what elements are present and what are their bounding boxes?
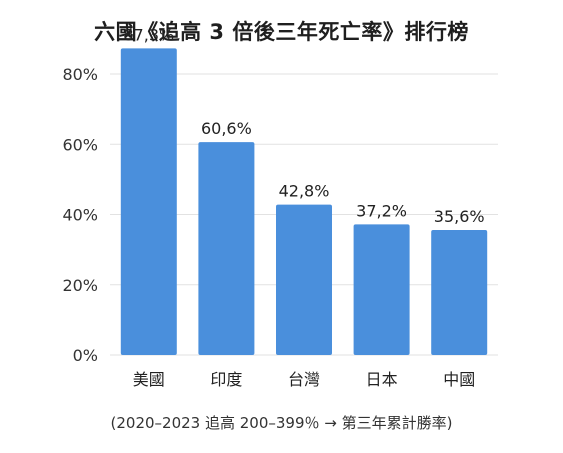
x-category-label: 美國 — [133, 370, 165, 389]
data-label: 37,2% — [356, 201, 407, 220]
bar — [431, 229, 488, 355]
y-tick-label: 80% — [62, 65, 98, 84]
x-category-label: 印度 — [210, 370, 242, 389]
y-tick-label: 40% — [62, 206, 98, 225]
chart-footnote: (2020–2023 追高 200–399％ → 第三年累計勝率) — [110, 414, 453, 432]
y-tick-label: 0% — [73, 346, 98, 365]
bar — [198, 142, 255, 355]
data-label: 60,6% — [201, 119, 252, 138]
y-tick-label: 20% — [62, 276, 98, 295]
data-label: 35,6% — [434, 207, 485, 226]
x-category-label: 日本 — [366, 370, 398, 389]
data-label: 42,8% — [279, 182, 330, 201]
chart-title: 六國《追高 3 倍後三年死亡率》排行榜 — [94, 20, 469, 44]
y-tick-label: 60% — [62, 135, 98, 154]
x-category-label: 台灣 — [288, 370, 320, 389]
bar — [353, 224, 410, 355]
data-label: 87,3% — [123, 25, 174, 44]
bar — [120, 48, 177, 355]
bar — [276, 204, 332, 355]
x-category-label: 中國 — [443, 370, 475, 389]
